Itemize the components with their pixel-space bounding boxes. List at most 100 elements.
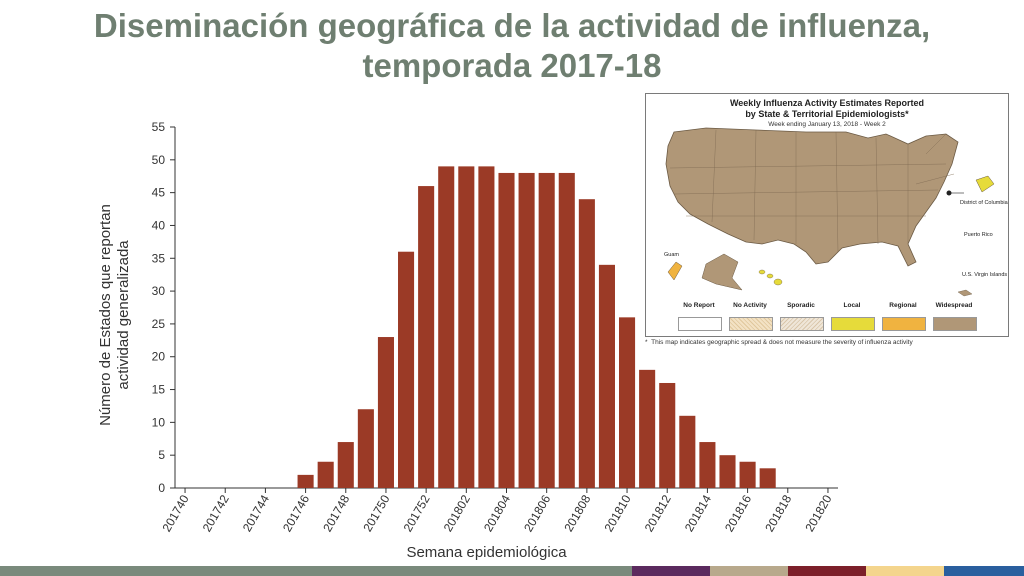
footer-segment-1	[0, 566, 632, 576]
bar	[478, 166, 495, 488]
y-tick-label: 20	[152, 350, 166, 364]
x-tick-label: 201746	[280, 492, 312, 534]
state-borders	[669, 129, 955, 253]
map-label-dc: District of Columbia	[960, 200, 1008, 206]
x-tick-label: 201806	[521, 492, 553, 534]
bar	[498, 172, 515, 489]
bar	[377, 337, 394, 488]
hawaii-shape	[758, 269, 783, 286]
bar	[619, 317, 636, 488]
y-tick-label: 55	[152, 120, 166, 134]
x-tick-label: 201810	[601, 492, 633, 534]
x-tick-label: 201816	[722, 492, 754, 534]
x-tick-label: 201742	[200, 492, 232, 534]
bar	[659, 382, 676, 488]
x-tick-label: 201820	[802, 492, 834, 534]
alaska-shape	[701, 253, 743, 291]
y-tick-label: 25	[152, 317, 166, 331]
x-tick-label: 201740	[159, 492, 191, 534]
y-tick-label: 35	[152, 251, 166, 265]
contiguous-us-shape	[665, 127, 959, 267]
bar	[679, 415, 696, 488]
bar	[418, 186, 435, 488]
footer-segment-6	[944, 566, 1024, 576]
x-tick-label: 201802	[441, 492, 473, 534]
x-tick-label: 201750	[360, 492, 392, 534]
us-influenza-map: Weekly Influenza Activity Estimates Repo…	[645, 93, 1009, 337]
legend-swatch-regional	[882, 317, 926, 331]
legend-no-report: No Report	[683, 302, 715, 309]
footer-segment-2	[632, 566, 710, 576]
bar	[297, 474, 314, 488]
title-line-2: temporada 2017-18	[362, 47, 662, 84]
y-tick-label: 40	[152, 218, 166, 232]
x-axis-label: Semana epidemiológica	[406, 544, 567, 561]
bar	[438, 166, 455, 488]
map-legend: No Report No Activity Sporadic Local Reg…	[676, 302, 996, 332]
y-tick-label: 10	[152, 415, 166, 429]
legend-swatch-local	[831, 317, 875, 331]
y-axis-label-line-2: actividad generalizada	[115, 240, 132, 390]
virgin-islands-shape	[957, 289, 973, 297]
bar	[759, 468, 776, 488]
map-label-vi: U.S. Virgin Islands	[962, 272, 1008, 278]
map-title-line-1: Weekly Influenza Activity Estimates Repo…	[729, 98, 925, 108]
bar	[719, 455, 736, 488]
map-label-guam: Guam	[664, 252, 679, 258]
y-tick-label: 15	[152, 383, 166, 397]
bar	[699, 442, 716, 488]
y-tick-label: 50	[152, 153, 166, 167]
legend-sporadic: Sporadic	[787, 302, 815, 309]
bar	[639, 369, 656, 488]
legend-swatch-no-report	[678, 317, 722, 331]
legend-local: Local	[843, 302, 861, 309]
y-axis-label: Número de Estados que reportan actividad…	[97, 185, 133, 445]
bar	[598, 264, 615, 488]
x-tick-label: 201814	[682, 492, 714, 534]
legend-swatch-widespread	[933, 317, 977, 331]
map-title-line-2: by State & Territorial Epidemiologists*	[745, 109, 909, 119]
y-axis-label-line-1: Número de Estados que reportan	[97, 204, 114, 426]
bar	[458, 166, 475, 488]
map-title: Weekly Influenza Activity Estimates Repo…	[646, 98, 1008, 120]
x-tick-label: 201744	[240, 492, 272, 534]
x-tick-label: 201808	[561, 492, 593, 534]
x-tick-label: 201804	[481, 492, 513, 534]
bar	[578, 199, 595, 488]
y-tick-label: 45	[152, 186, 166, 200]
x-tick-label: 201752	[401, 492, 433, 534]
y-tick-label: 0	[158, 481, 165, 495]
bar	[518, 172, 535, 489]
legend-no-activity: No Activity	[733, 302, 767, 309]
title-line-1: Diseminación geográfica de la actividad …	[93, 7, 931, 44]
legend-swatch-sporadic	[780, 317, 824, 331]
legend-regional: Regional	[889, 302, 917, 309]
bar	[398, 251, 415, 488]
x-tick-label: 201818	[762, 492, 794, 534]
map-footnote-text: This map indicates geographic spread & d…	[651, 339, 913, 346]
footer-segment-5	[866, 566, 944, 576]
map-subtitle: Week ending January 13, 2018 - Week 2	[768, 121, 886, 128]
legend-swatch-no-activity	[729, 317, 773, 331]
puerto-rico-shape	[975, 175, 995, 193]
map-label-pr: Puerto Rico	[964, 232, 993, 238]
guam-shape	[667, 261, 683, 281]
bar	[337, 442, 354, 488]
footer-segment-3	[710, 566, 788, 576]
dc-marker	[946, 190, 952, 196]
legend-widespread: Widespread	[935, 302, 973, 309]
map-graphic	[665, 127, 995, 297]
map-footnote: * This map indicates geographic spread &…	[645, 339, 913, 346]
y-tick-label: 30	[152, 284, 166, 298]
bar	[357, 409, 374, 488]
bar	[739, 461, 756, 488]
x-tick-label: 201748	[320, 492, 352, 534]
bar	[538, 172, 555, 489]
footer-segment-4	[788, 566, 866, 576]
bar	[317, 461, 334, 488]
x-tick-label: 201812	[642, 492, 674, 534]
bar	[558, 172, 575, 489]
slide-title: Diseminación geográfica de la actividad …	[0, 6, 1024, 86]
y-tick-label: 5	[158, 448, 165, 462]
